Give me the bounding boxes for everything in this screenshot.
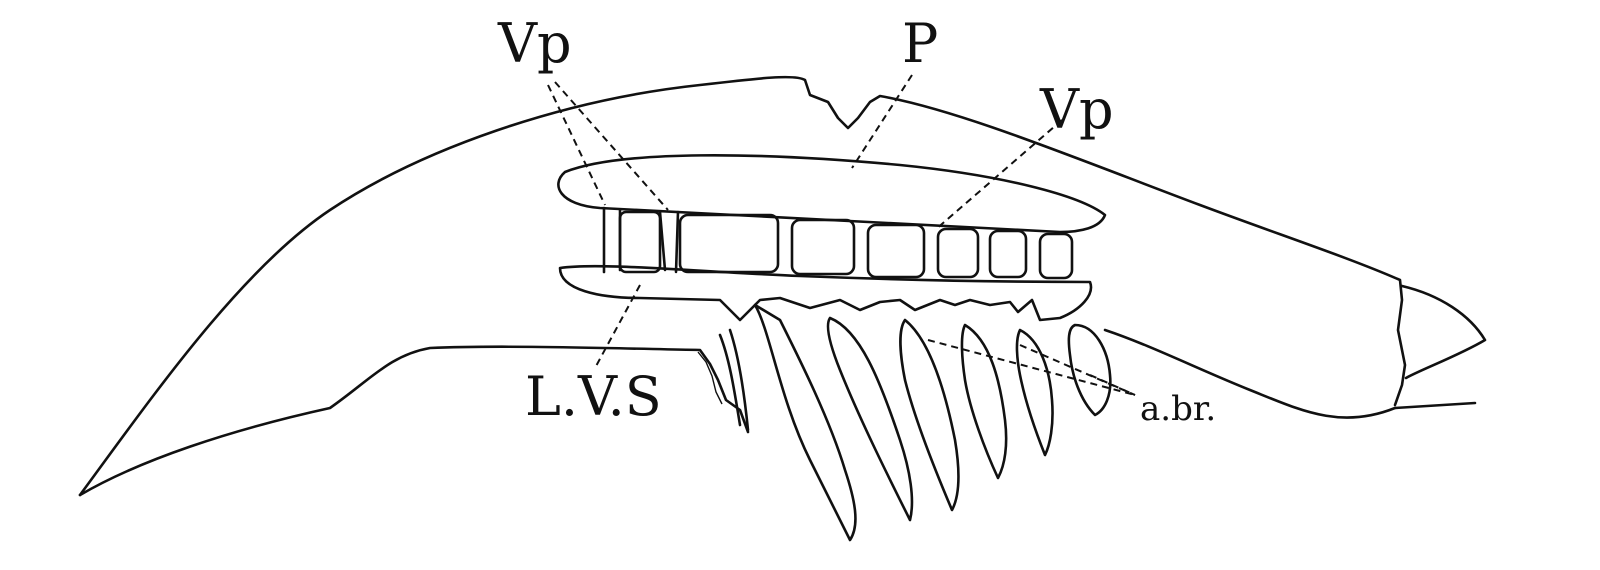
body-outline-lower bbox=[78, 345, 750, 497]
body-outline-right-tail bbox=[1393, 401, 1477, 410]
label-lvs: L.V.S bbox=[525, 365, 662, 428]
lateral-venous-sinus bbox=[558, 264, 1093, 322]
gill-arches bbox=[718, 303, 1112, 542]
body-outline-upper bbox=[78, 75, 1407, 497]
label-abr: a.br. bbox=[1140, 389, 1216, 429]
label-p: P bbox=[902, 12, 938, 75]
leader-lines bbox=[547, 74, 1136, 396]
label-vp-right: Vp bbox=[1039, 78, 1114, 141]
body-outline-lower-right bbox=[1103, 328, 1397, 419]
label-vp-left: Vp bbox=[497, 12, 572, 75]
vessel-row bbox=[602, 206, 1074, 280]
appendage-notch bbox=[697, 351, 723, 405]
body-outline-right-cap bbox=[1400, 284, 1487, 380]
dorsal-chamber bbox=[557, 154, 1107, 234]
